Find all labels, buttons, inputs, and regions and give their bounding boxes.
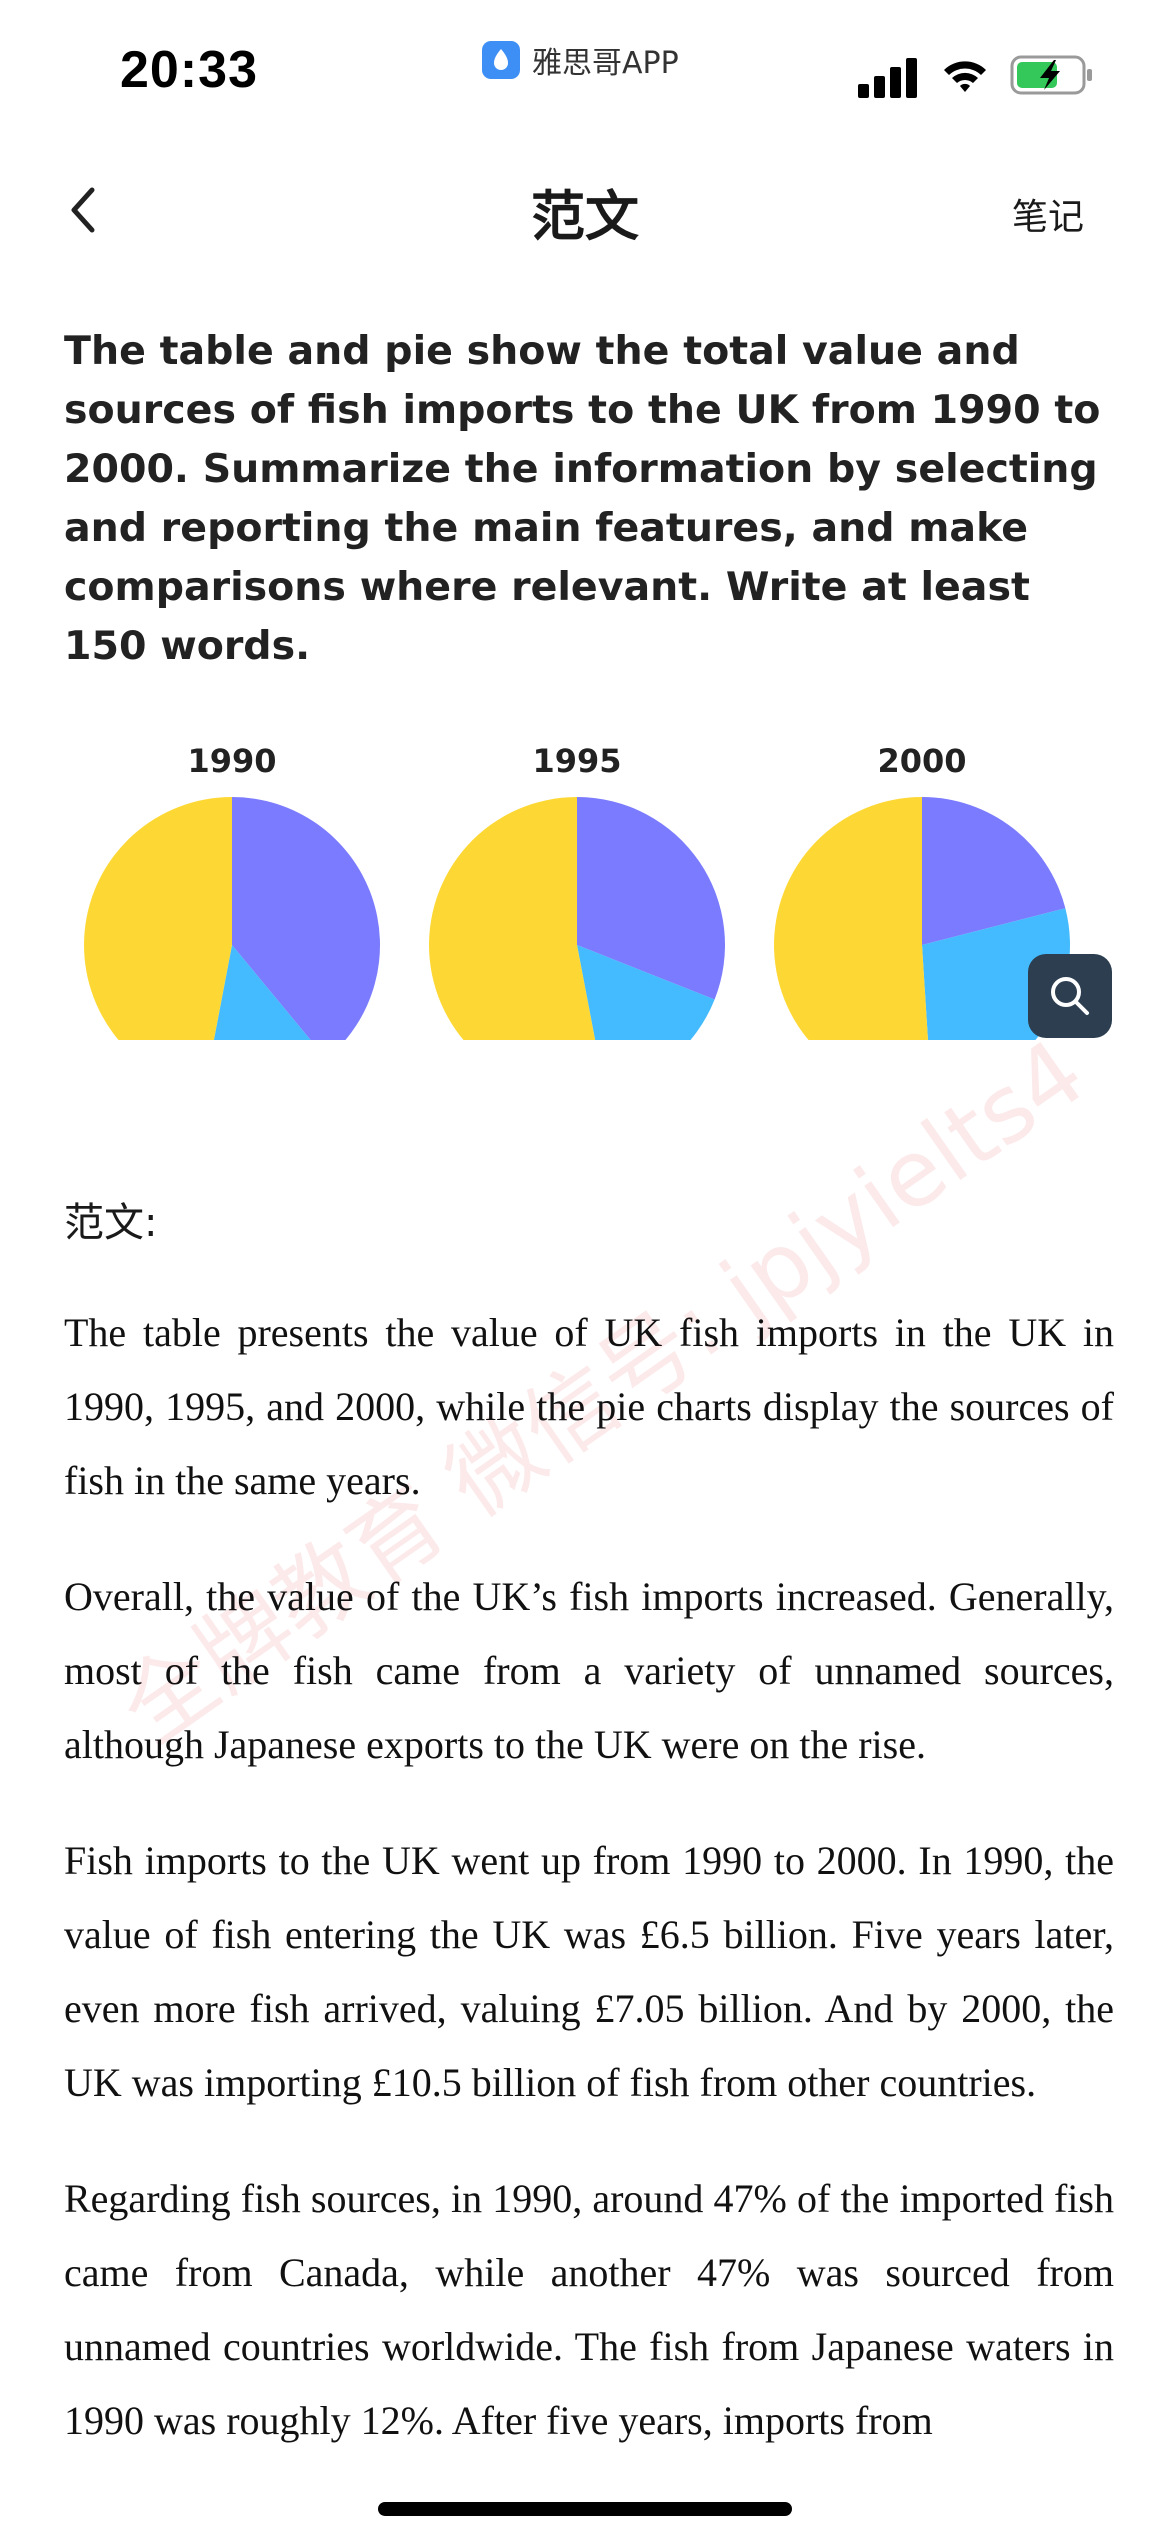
navigation-bar: 范文 笔记 <box>0 150 1170 270</box>
status-bar: 20:33 雅思哥APP <box>0 0 1170 150</box>
pie-slice <box>774 797 928 1040</box>
essay-heading: 范文: <box>64 1200 158 1246</box>
cellular-signal-icon <box>858 58 917 98</box>
page-title: 范文 <box>531 185 639 248</box>
notes-button[interactable]: 笔记 <box>1011 197 1084 238</box>
pie-charts[interactable]: 1990 1995 2000 <box>0 730 1170 1060</box>
essay-paragraph: Overall, the value of the UK’s fish impo… <box>64 1574 1114 1767</box>
pie-charts-svg: 1990 1995 2000 <box>84 742 1070 1040</box>
wifi-icon <box>944 61 986 92</box>
essay-paragraph: Fish imports to the UK went up from 1990… <box>64 1838 1114 2105</box>
pie-slice <box>429 797 596 1040</box>
pie-slice <box>232 797 380 1040</box>
pie-slice <box>922 797 1066 945</box>
pie-chart-1990 <box>84 797 380 1040</box>
essay-paragraph: Regarding fish sources, in 1990, around … <box>64 2176 1114 2443</box>
pie-slice <box>577 797 725 1000</box>
pie-chart-2000 <box>774 797 1070 1040</box>
status-time: 20:33 <box>120 41 258 99</box>
back-button[interactable] <box>52 180 112 240</box>
essay-body: The table presents the value of UK fish … <box>64 1296 1114 2500</box>
pie-chart-1995 <box>429 797 725 1040</box>
task-prompt: The table and pie show the total value a… <box>64 328 1101 669</box>
search-icon <box>1051 977 1089 1015</box>
app-name: 雅思哥APP <box>532 46 679 81</box>
home-indicator[interactable] <box>378 2502 792 2516</box>
chevron-left-icon <box>71 187 95 233</box>
pie-slice <box>213 945 311 1040</box>
pie-slice <box>84 797 232 1040</box>
zoom-button[interactable] <box>1028 954 1112 1038</box>
pie-slice <box>577 945 715 1040</box>
pie-title: 1995 <box>532 742 621 780</box>
back-to-app-indicator[interactable]: 雅思哥APP <box>482 38 679 82</box>
pie-title: 2000 <box>877 742 966 780</box>
pie-title: 1990 <box>187 742 276 780</box>
essay-paragraph: The table presents the value of UK fish … <box>64 1310 1114 1503</box>
app-icon <box>482 41 520 79</box>
battery-charging-icon <box>1010 55 1092 95</box>
